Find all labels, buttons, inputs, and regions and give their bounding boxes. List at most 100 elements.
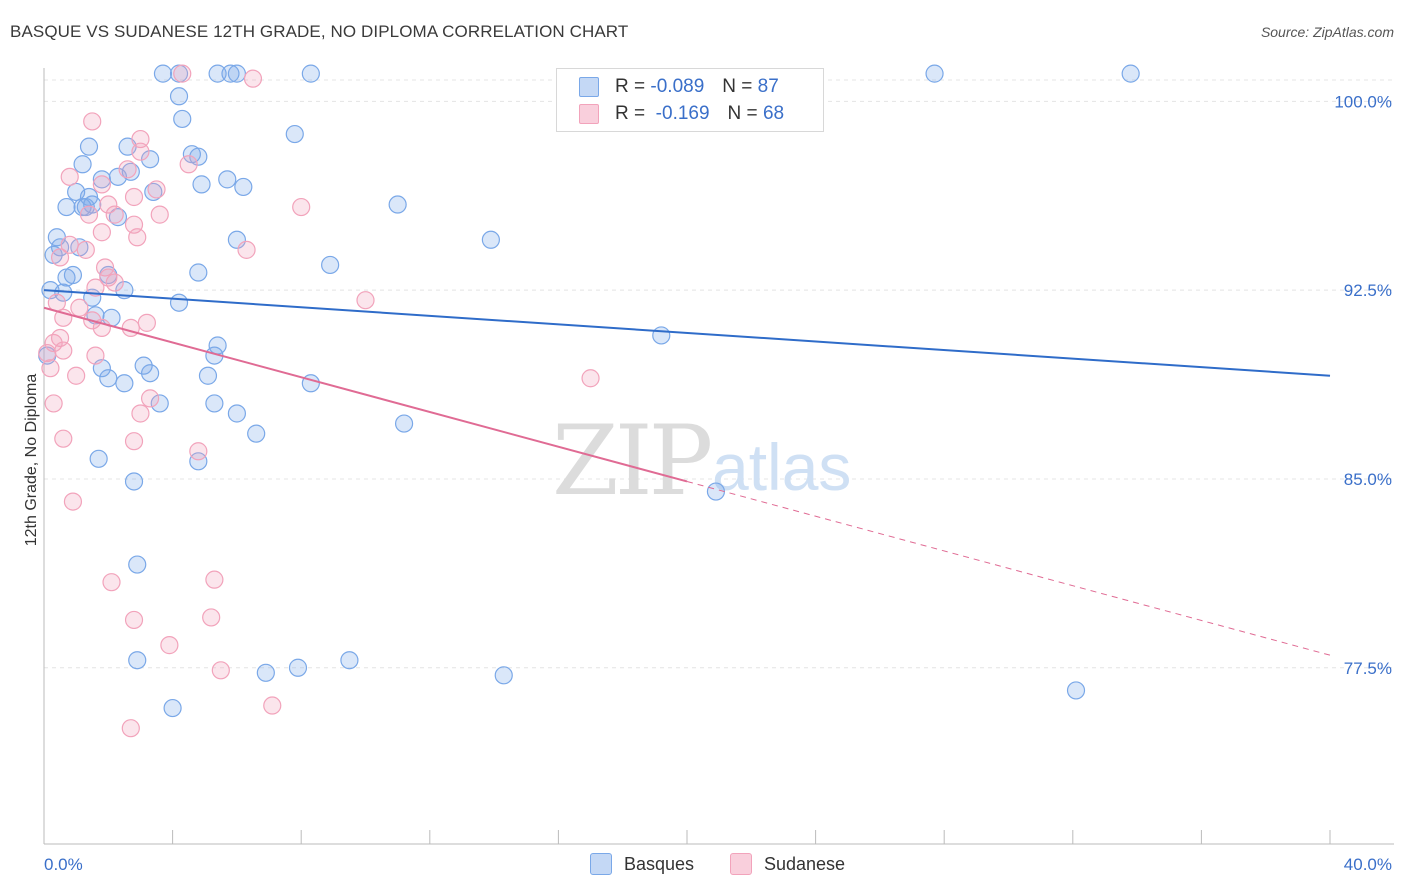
sudanese-point: [121, 719, 140, 738]
basques-point: [494, 666, 513, 685]
sudanese-trend-line: [43, 306, 688, 483]
watermark-zip: ZIP: [552, 405, 711, 517]
basques-point: [227, 64, 246, 83]
x-tick-label: 40.0%: [1344, 855, 1392, 874]
y-axis-label: 12th Grade, No Diploma: [23, 373, 40, 547]
r-value: -0.089: [650, 76, 705, 97]
basques-trend-line: [43, 289, 1331, 377]
basques-point: [1121, 64, 1140, 83]
sudanese-point: [86, 278, 105, 297]
sudanese-point: [189, 442, 208, 461]
y-tick-label: 77.5%: [1344, 659, 1392, 678]
n-label: N =: [727, 103, 758, 124]
sudanese-point: [211, 661, 230, 680]
basques-point: [169, 293, 189, 312]
basques-point: [189, 452, 208, 471]
basques-point: [256, 663, 275, 682]
sudanese-point: [124, 610, 144, 630]
basques-point: [134, 356, 153, 375]
sudanese-point: [131, 142, 150, 161]
sudanese-point: [60, 167, 79, 186]
sudanese-point: [118, 160, 137, 179]
sudanese-point: [243, 69, 263, 88]
basques-point: [192, 175, 211, 194]
sudanese-point: [99, 195, 118, 214]
y-tick-label: 92.5%: [1344, 281, 1392, 300]
basques-point: [83, 195, 102, 214]
basques-point: [218, 170, 237, 189]
basques-point: [321, 255, 340, 275]
y-tick-label: 100.0%: [1334, 92, 1392, 111]
basques-point: [388, 195, 407, 214]
basques-point: [706, 482, 726, 501]
sudanese-point: [581, 369, 600, 388]
basques-point: [247, 424, 266, 443]
sudanese-point: [150, 205, 169, 224]
basques-swatch: [579, 77, 599, 97]
grid-lines: [44, 79, 1394, 669]
r-label: R =: [615, 76, 646, 97]
x-tick-label: 0.0%: [44, 855, 83, 874]
basques-point: [169, 87, 189, 106]
legend-item-basques[interactable]: Basques: [590, 851, 694, 877]
basques-point: [115, 374, 134, 393]
data-points: [38, 64, 1140, 738]
basques-point: [285, 124, 304, 144]
basques-point: [173, 109, 192, 129]
sudanese-point: [124, 432, 144, 451]
basques-point: [150, 394, 169, 413]
basques-point: [79, 137, 99, 156]
basques-point: [925, 64, 944, 83]
basques-point: [227, 404, 246, 423]
sudanese-point: [54, 341, 73, 360]
sudanese-point: [63, 492, 83, 511]
chart-title: BASQUE VS SUDANESE 12TH GRADE, NO DIPLOM…: [10, 22, 629, 41]
watermark-atlas: atlas: [712, 430, 851, 504]
sudanese-point: [292, 197, 311, 217]
legend-row-sudanese: R = -0.169 N = 68: [579, 101, 784, 127]
correlation-legend: R = -0.089 N = 87 R = -0.169 N = 68: [556, 68, 824, 132]
basques-point: [221, 64, 240, 83]
legend-item-sudanese[interactable]: Sudanese: [730, 851, 845, 877]
sudanese-point: [173, 64, 192, 83]
sudanese-point: [92, 223, 111, 242]
basques-point: [124, 472, 144, 491]
sudanese-point: [86, 346, 105, 365]
basques-point: [108, 208, 128, 227]
sudanese-point: [105, 205, 124, 224]
basques-point: [394, 414, 414, 433]
sudanese-point: [70, 298, 89, 317]
basques-point: [128, 651, 147, 670]
trend-lines: [43, 289, 1331, 656]
sudanese-point: [105, 273, 124, 292]
sudanese-trend-extension: [686, 480, 1331, 656]
sudanese-point: [147, 180, 166, 199]
basques-point: [140, 364, 160, 383]
sudanese-point: [95, 258, 115, 277]
n-label: N =: [722, 76, 753, 97]
sudanese-legend-swatch: [730, 853, 752, 875]
basques-point: [57, 197, 76, 217]
r-value: -0.169: [655, 103, 710, 124]
basques-point: [481, 230, 500, 249]
basques-legend-label: Basques: [624, 853, 695, 874]
sudanese-point: [41, 359, 60, 378]
basques-point: [1066, 681, 1086, 700]
basques-point: [340, 651, 359, 670]
basques-point: [144, 182, 163, 202]
sudanese-point: [54, 429, 73, 448]
basques-point: [198, 366, 218, 385]
sudanese-point: [160, 636, 179, 655]
y-tick-label: 85.0%: [1344, 470, 1392, 489]
n-value: 68: [762, 103, 785, 124]
basques-point: [140, 150, 160, 169]
basques-point: [189, 147, 208, 166]
source-label: Source: ZipAtlas.com: [1260, 24, 1394, 40]
sudanese-point: [92, 175, 111, 194]
sudanese-point: [205, 570, 224, 589]
sudanese-point: [76, 240, 95, 259]
sudanese-point: [102, 573, 121, 592]
basques-legend-swatch: [590, 853, 612, 875]
sudanese-point: [124, 187, 144, 207]
